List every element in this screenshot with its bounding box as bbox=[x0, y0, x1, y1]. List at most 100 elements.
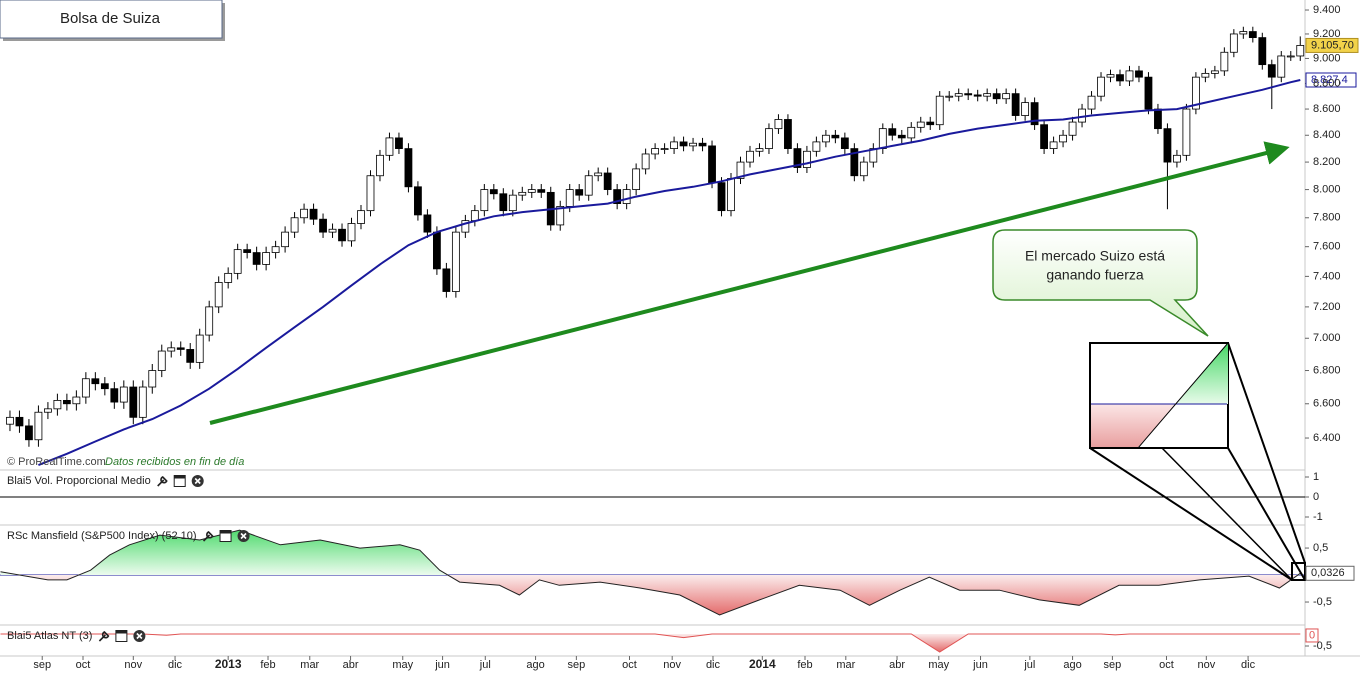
candle-body bbox=[622, 189, 631, 204]
callout-text: El mercado Suizo está bbox=[1025, 248, 1165, 264]
y-tick-label: 7.600 bbox=[1313, 241, 1341, 253]
candle-body bbox=[916, 121, 925, 128]
candle-body bbox=[461, 220, 470, 233]
candle-body bbox=[81, 378, 90, 398]
x-tick-label: mar bbox=[300, 659, 319, 671]
callout-bubble bbox=[992, 229, 1209, 337]
candle-body bbox=[945, 95, 954, 98]
candle-body bbox=[1239, 31, 1248, 35]
candle-body bbox=[489, 189, 498, 195]
y-tick-label: -0,5 bbox=[1313, 640, 1332, 652]
zoom-line bbox=[1089, 447, 1293, 581]
candle-body bbox=[765, 128, 773, 149]
last-price-box bbox=[1305, 37, 1359, 53]
candle-body bbox=[736, 161, 745, 179]
close-button[interactable] bbox=[237, 530, 250, 542]
callout-text: ganando fuerza bbox=[1046, 267, 1144, 283]
candle-body bbox=[34, 411, 43, 441]
candle-body bbox=[195, 334, 204, 363]
candle-body bbox=[451, 231, 460, 292]
candle-body bbox=[926, 121, 935, 126]
candle-body bbox=[527, 189, 536, 193]
candle-body bbox=[575, 189, 584, 196]
y-tick-label: 9.400 bbox=[1313, 4, 1341, 16]
zoom-negative bbox=[1091, 404, 1176, 447]
candle-body bbox=[537, 189, 546, 193]
settings-button[interactable] bbox=[202, 531, 214, 542]
source-note: Datos recibidos en fin de día bbox=[105, 456, 244, 468]
candle-body bbox=[774, 119, 783, 130]
wrench-icon bbox=[202, 531, 214, 542]
candle-body bbox=[651, 148, 660, 155]
last-value-box bbox=[1305, 565, 1355, 581]
x-tick-label: sep bbox=[567, 659, 585, 671]
x-tick-label: feb bbox=[260, 659, 275, 671]
zoom-line bbox=[1161, 447, 1293, 581]
y-tick-label: 7.200 bbox=[1313, 301, 1341, 313]
window-button[interactable] bbox=[173, 475, 186, 487]
candle-body bbox=[1049, 141, 1058, 149]
x-tick-label: dic bbox=[1241, 659, 1256, 671]
x-tick-label: mar bbox=[836, 659, 855, 671]
candle-body bbox=[803, 150, 811, 168]
wrench-icon bbox=[157, 476, 168, 487]
ma-value-box bbox=[1305, 72, 1357, 88]
candle-body bbox=[233, 249, 242, 274]
y-tick-label: 7.800 bbox=[1313, 212, 1341, 224]
candle-body bbox=[1116, 74, 1124, 82]
settings-button[interactable] bbox=[98, 631, 110, 642]
x-tick-label: sep bbox=[1104, 659, 1122, 671]
close-button[interactable] bbox=[133, 630, 146, 642]
x-tick-label: nov bbox=[124, 659, 142, 671]
candle-body bbox=[717, 182, 726, 212]
candle-body bbox=[1258, 37, 1267, 66]
candle-body bbox=[338, 228, 346, 242]
last-price-label: 9.105,70 bbox=[1311, 39, 1354, 51]
panel-tools bbox=[202, 530, 250, 542]
candle-body bbox=[708, 145, 716, 184]
negative-area bbox=[0, 575, 1301, 615]
candle-body bbox=[91, 378, 100, 385]
x-tick-label: oct bbox=[1159, 659, 1174, 671]
panel-title: RSc Mansfield (S&P500 Index) (52 10) bbox=[7, 530, 197, 542]
candle-body bbox=[508, 194, 517, 212]
candle-body bbox=[309, 208, 318, 220]
candle-body bbox=[1296, 45, 1305, 57]
candle-body bbox=[1173, 154, 1181, 163]
y-tick-label: -0,5 bbox=[1313, 596, 1332, 608]
x-tick-label: oct bbox=[76, 659, 91, 671]
candle-body bbox=[470, 210, 479, 222]
y-tick-label: 7.000 bbox=[1313, 332, 1341, 344]
candle-body bbox=[859, 161, 868, 177]
indicator-line bbox=[0, 529, 1301, 616]
candle-body bbox=[565, 189, 574, 207]
candle-body bbox=[214, 282, 223, 308]
candle-body bbox=[1040, 124, 1048, 149]
candle-body bbox=[1267, 64, 1276, 78]
close-button[interactable] bbox=[191, 475, 204, 487]
candle-body bbox=[660, 148, 669, 150]
candle-body bbox=[1182, 108, 1191, 156]
window-button[interactable] bbox=[115, 630, 128, 642]
candle-body bbox=[793, 148, 802, 168]
y-tick-label: 7.400 bbox=[1313, 270, 1341, 282]
candle-body bbox=[319, 218, 327, 233]
close-cross bbox=[194, 477, 201, 485]
candle-body bbox=[1163, 128, 1172, 163]
candle-body bbox=[1030, 102, 1039, 126]
candle-body bbox=[755, 148, 764, 152]
window-button[interactable] bbox=[219, 530, 232, 542]
settings-button[interactable] bbox=[157, 476, 168, 487]
x-tick-label: jun bbox=[972, 659, 988, 671]
candle-body bbox=[1210, 70, 1219, 74]
candle-body bbox=[1154, 108, 1162, 130]
plot-layer bbox=[0, 9, 1309, 660]
candle-body bbox=[1248, 31, 1257, 39]
candle-body bbox=[366, 175, 375, 212]
candle-body bbox=[1068, 121, 1077, 136]
candle-body bbox=[821, 134, 830, 143]
title-box bbox=[0, 0, 223, 39]
candle-body bbox=[698, 142, 707, 147]
candle-body bbox=[347, 223, 356, 242]
x-tick-label: jun bbox=[434, 659, 450, 671]
